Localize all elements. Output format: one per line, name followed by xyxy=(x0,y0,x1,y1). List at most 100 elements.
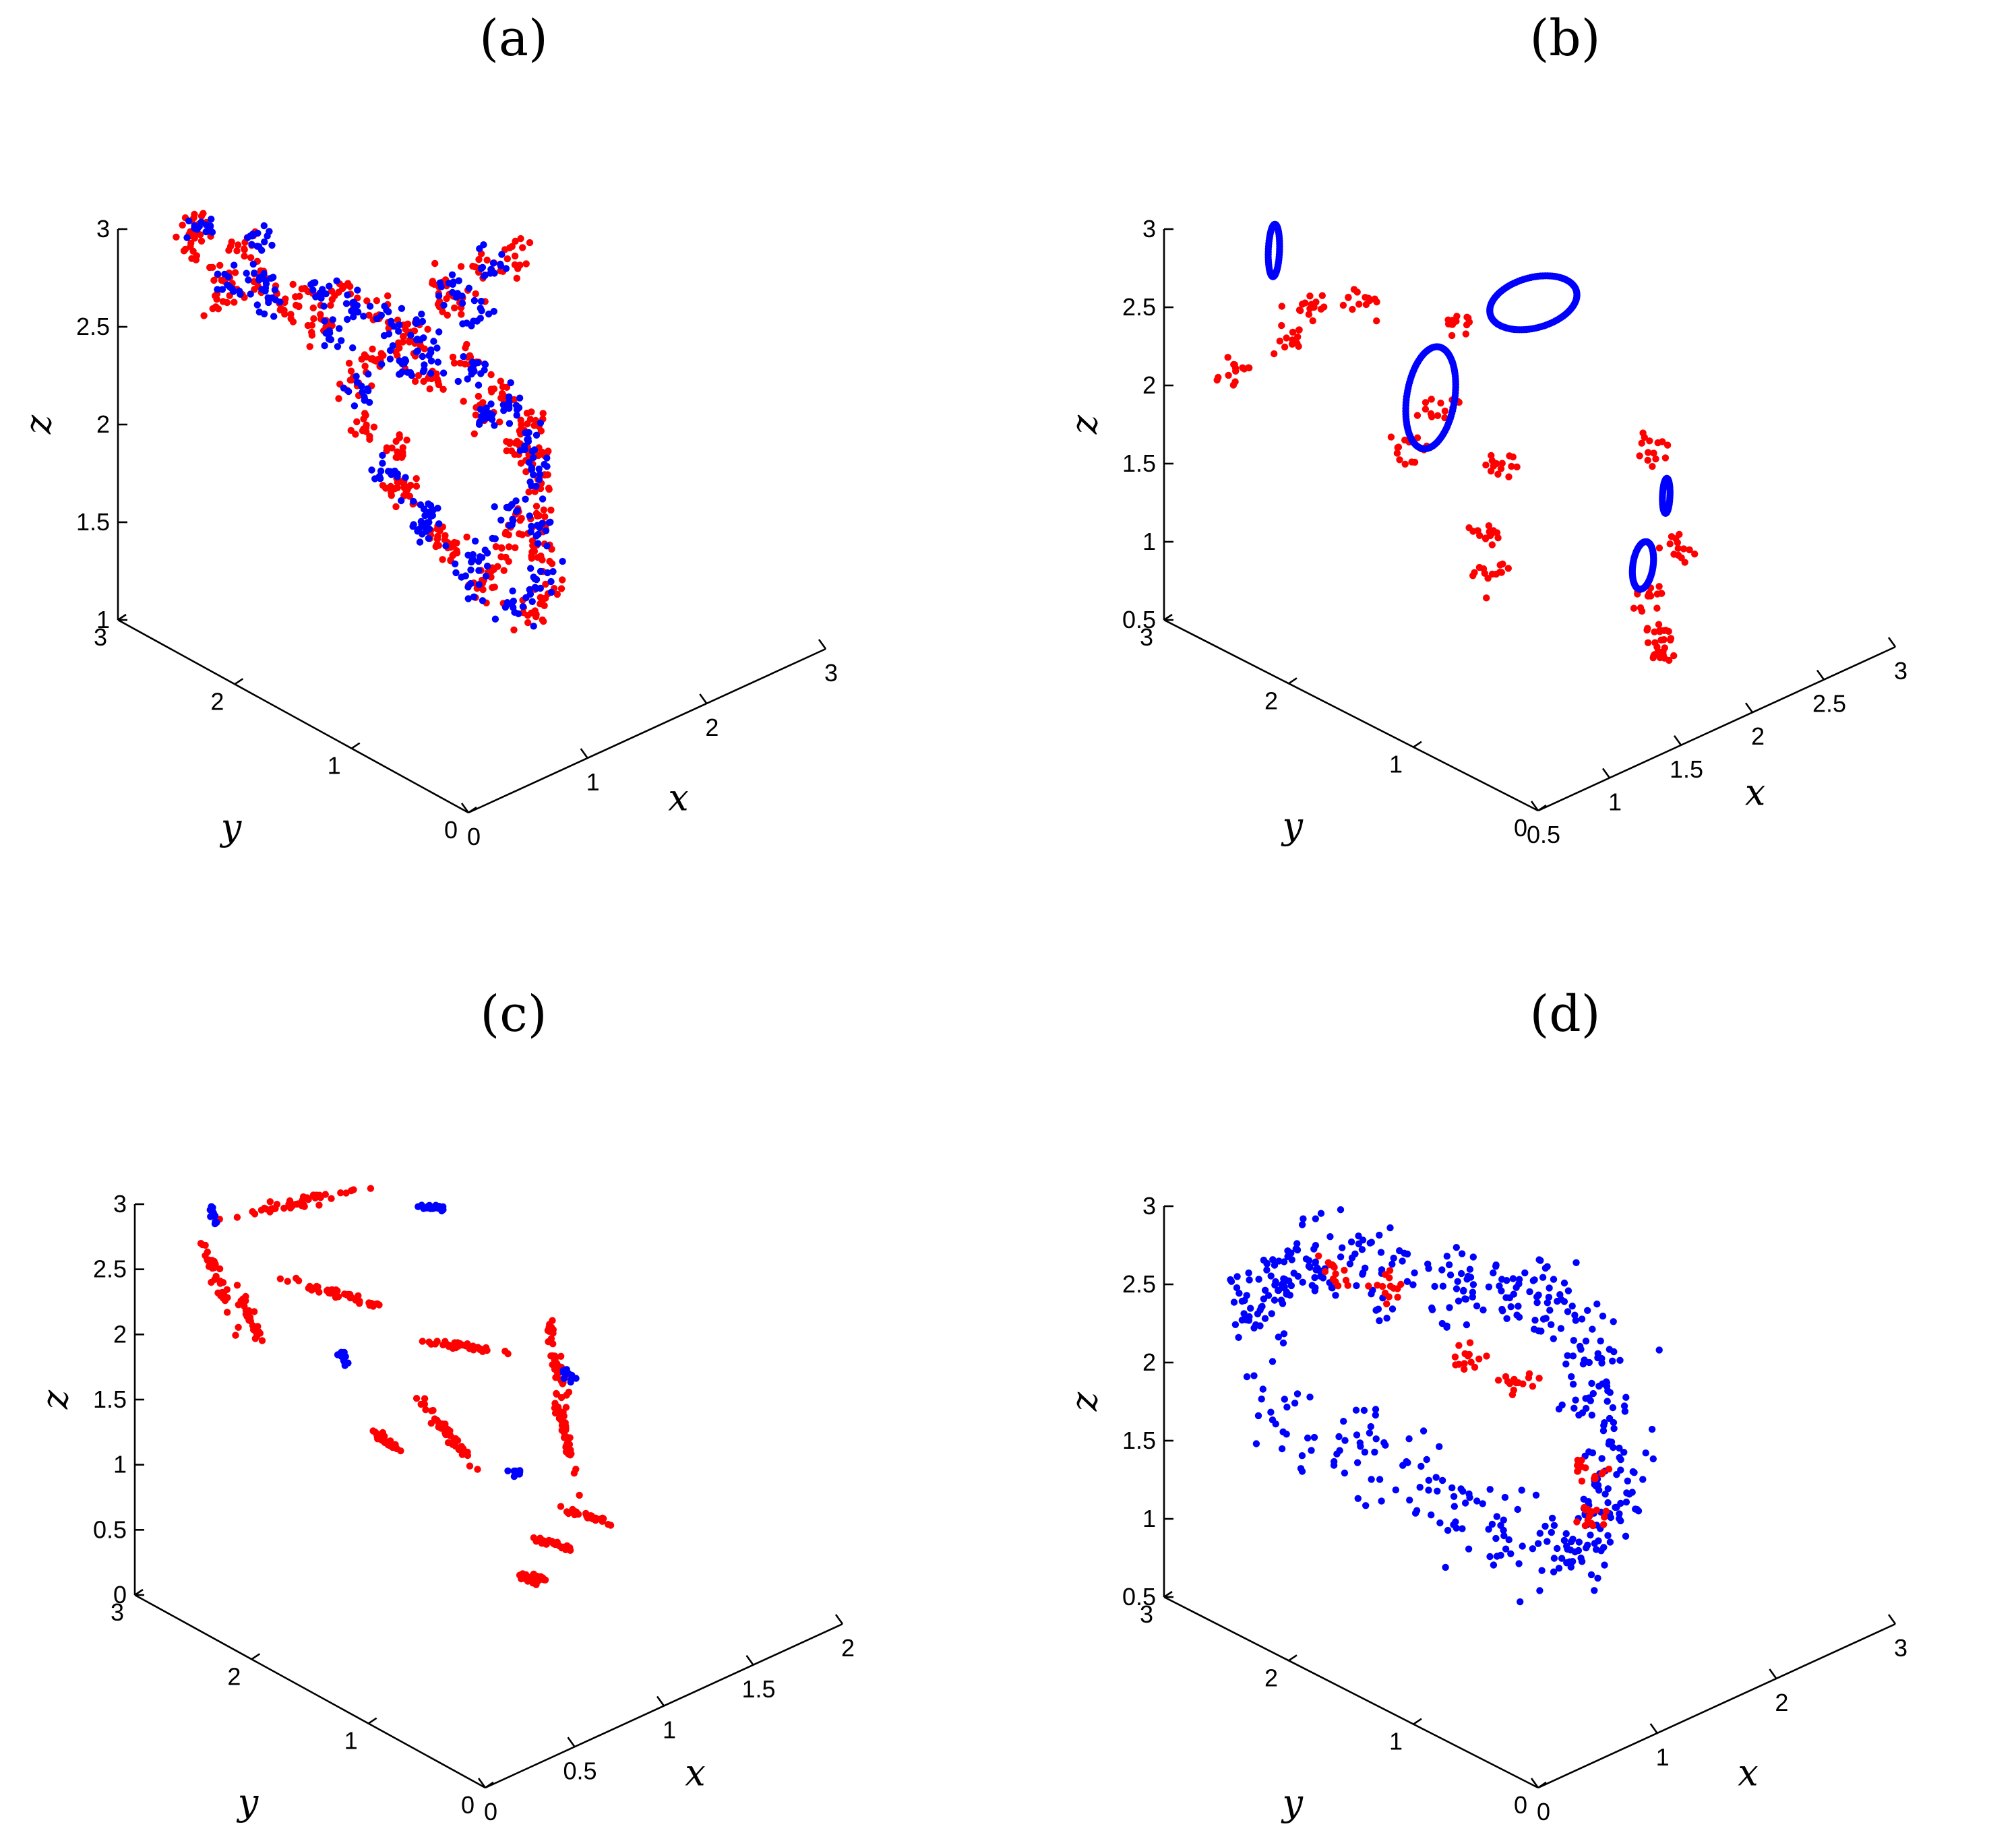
data-point xyxy=(1271,350,1278,358)
data-point xyxy=(398,368,406,376)
data-point xyxy=(320,303,328,310)
z-axis-label: z xyxy=(34,1389,76,1410)
data-point xyxy=(1371,1448,1378,1456)
data-point xyxy=(470,430,478,437)
x-tick xyxy=(1649,1723,1658,1734)
data-point xyxy=(1644,592,1652,600)
data-point xyxy=(434,532,441,540)
y-tick xyxy=(1163,613,1173,621)
data-point xyxy=(1510,1290,1517,1298)
data-point xyxy=(1446,1304,1453,1311)
x-tick-label: 1.5 xyxy=(741,1675,775,1703)
data-point xyxy=(1497,1522,1504,1529)
data-point xyxy=(400,332,407,340)
data-point xyxy=(1588,1411,1595,1419)
data-point xyxy=(340,1357,348,1365)
data-point xyxy=(1383,1315,1391,1322)
data-point xyxy=(218,286,226,293)
data-point xyxy=(340,384,348,392)
data-point xyxy=(1298,1221,1306,1228)
data-point xyxy=(1525,1374,1533,1381)
y-tick xyxy=(134,1588,144,1596)
data-point xyxy=(479,597,487,604)
data-point xyxy=(1479,565,1488,573)
data-point xyxy=(1260,1256,1268,1264)
data-point xyxy=(483,404,490,412)
data-point xyxy=(363,428,370,435)
data-point xyxy=(234,241,242,249)
data-point xyxy=(553,590,561,598)
data-point xyxy=(1497,465,1505,472)
data-point xyxy=(522,1571,530,1578)
data-point xyxy=(1332,1270,1339,1278)
data-point xyxy=(491,422,498,429)
data-point xyxy=(1467,1274,1475,1281)
data-point xyxy=(1281,1396,1289,1403)
data-point xyxy=(1566,279,1575,286)
data-point xyxy=(542,527,550,534)
data-point xyxy=(1517,1598,1524,1606)
x-axis-label: x xyxy=(685,1751,705,1794)
data-point xyxy=(1487,467,1495,475)
data-points xyxy=(1213,220,1699,664)
data-point xyxy=(1341,1469,1349,1477)
data-point xyxy=(458,1443,465,1450)
data-point xyxy=(549,1330,557,1337)
data-point xyxy=(1628,1489,1636,1496)
data-point xyxy=(542,580,549,588)
data-point xyxy=(1267,1408,1275,1416)
data-point xyxy=(1312,1284,1319,1292)
data-point xyxy=(503,383,511,391)
data-point xyxy=(1403,1458,1410,1466)
data-point xyxy=(1293,1240,1301,1247)
data-point xyxy=(260,270,268,278)
data-point xyxy=(496,418,503,426)
data-point xyxy=(516,394,524,402)
data-point xyxy=(370,423,378,431)
data-point xyxy=(344,315,351,323)
data-point xyxy=(1291,1400,1299,1407)
data-point xyxy=(443,295,450,303)
data-point xyxy=(1394,1285,1401,1292)
data-point xyxy=(1224,354,1231,361)
data-point xyxy=(425,518,433,526)
data-point xyxy=(559,1367,567,1375)
data-point xyxy=(1461,1360,1468,1367)
data-point xyxy=(394,352,401,359)
data-point xyxy=(1616,1510,1623,1518)
data-point xyxy=(1655,544,1663,552)
data-point xyxy=(1267,1272,1275,1280)
data-point xyxy=(1425,1487,1432,1494)
data-point xyxy=(255,276,263,284)
data-point xyxy=(1582,1338,1590,1345)
data-point xyxy=(1235,1290,1243,1297)
data-point xyxy=(1277,1296,1285,1304)
data-point xyxy=(1314,1264,1321,1272)
y-tick xyxy=(1537,804,1547,812)
data-point xyxy=(1275,1334,1283,1341)
data-point xyxy=(1488,570,1496,578)
data-point xyxy=(1390,1254,1397,1262)
data-point xyxy=(1644,456,1651,464)
data-point xyxy=(1376,1317,1383,1325)
data-point xyxy=(381,1439,388,1446)
data-point xyxy=(1434,1487,1441,1495)
data-point xyxy=(279,306,286,313)
data-point xyxy=(1394,444,1401,451)
data-point xyxy=(1293,1390,1302,1398)
data-point xyxy=(217,1292,224,1300)
data-point xyxy=(1498,460,1506,467)
data-point xyxy=(1541,1522,1549,1530)
data-point xyxy=(1450,1493,1458,1500)
data-point xyxy=(1280,1258,1288,1265)
data-point xyxy=(327,336,335,344)
data-point xyxy=(1372,1411,1380,1419)
data-point xyxy=(1501,1493,1509,1501)
data-point xyxy=(477,297,485,305)
data-point xyxy=(1691,551,1699,558)
data-point xyxy=(241,245,248,253)
data-point xyxy=(1392,1486,1399,1494)
x-tick xyxy=(1601,768,1611,779)
data-point xyxy=(1465,524,1473,532)
data-point xyxy=(1606,1346,1613,1353)
